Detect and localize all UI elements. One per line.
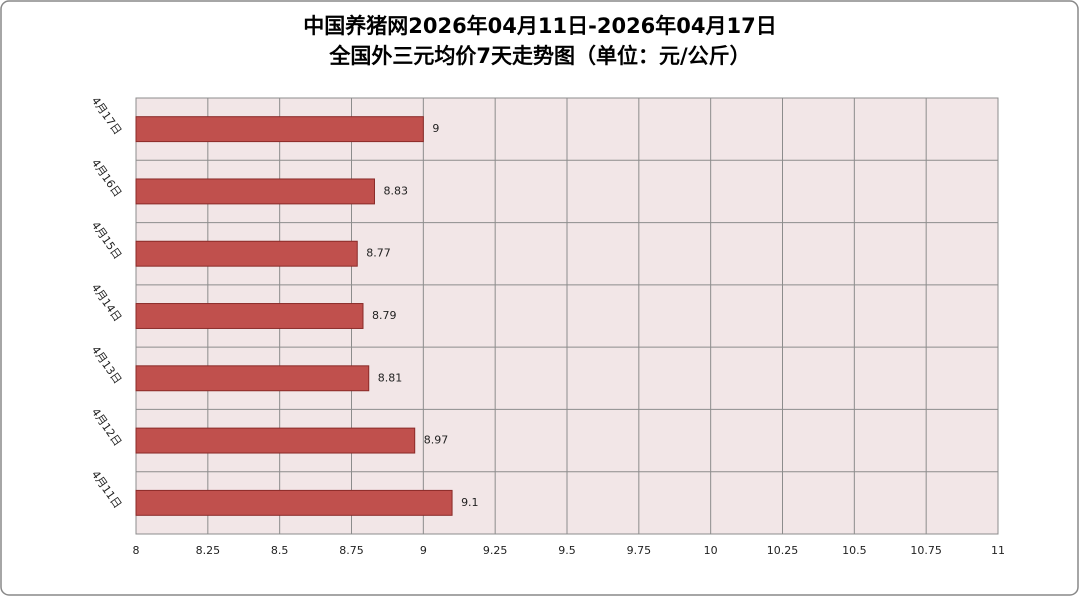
x-tick-label: 8.75 bbox=[339, 544, 364, 557]
x-tick-label: 9.75 bbox=[627, 544, 652, 557]
x-tick-label: 11 bbox=[991, 544, 1005, 557]
data-label: 9 bbox=[432, 122, 439, 135]
x-tick-label: 9.5 bbox=[558, 544, 576, 557]
x-tick-label: 8 bbox=[133, 544, 140, 557]
x-tick-label: 9.25 bbox=[483, 544, 508, 557]
x-tick-label: 9 bbox=[420, 544, 427, 557]
x-tick-label: 10 bbox=[704, 544, 718, 557]
bar bbox=[135, 116, 424, 143]
bar bbox=[135, 427, 416, 454]
bar bbox=[135, 303, 364, 329]
x-tick-label: 10.75 bbox=[910, 544, 942, 557]
x-tick-label: 10.25 bbox=[767, 544, 799, 557]
bar bbox=[135, 489, 453, 516]
bar bbox=[135, 365, 370, 392]
bar bbox=[135, 240, 358, 267]
data-label: 8.81 bbox=[378, 371, 403, 384]
data-label: 8.97 bbox=[424, 434, 449, 447]
chart-title: 中国养猪网2026年04月11日-2026年04月17日 bbox=[303, 14, 777, 38]
data-label: 9.1 bbox=[461, 496, 479, 509]
x-tick-label: 8.5 bbox=[271, 544, 289, 557]
data-label: 8.83 bbox=[383, 184, 408, 197]
x-tick-label: 8.25 bbox=[196, 544, 221, 557]
x-tick-label: 10.5 bbox=[842, 544, 867, 557]
data-label: 8.79 bbox=[372, 309, 397, 322]
chart-subtitle: 全国外三元均价7天走势图（单位：元/公斤） bbox=[328, 44, 750, 68]
bar bbox=[135, 178, 375, 205]
data-label: 8.77 bbox=[366, 247, 391, 260]
